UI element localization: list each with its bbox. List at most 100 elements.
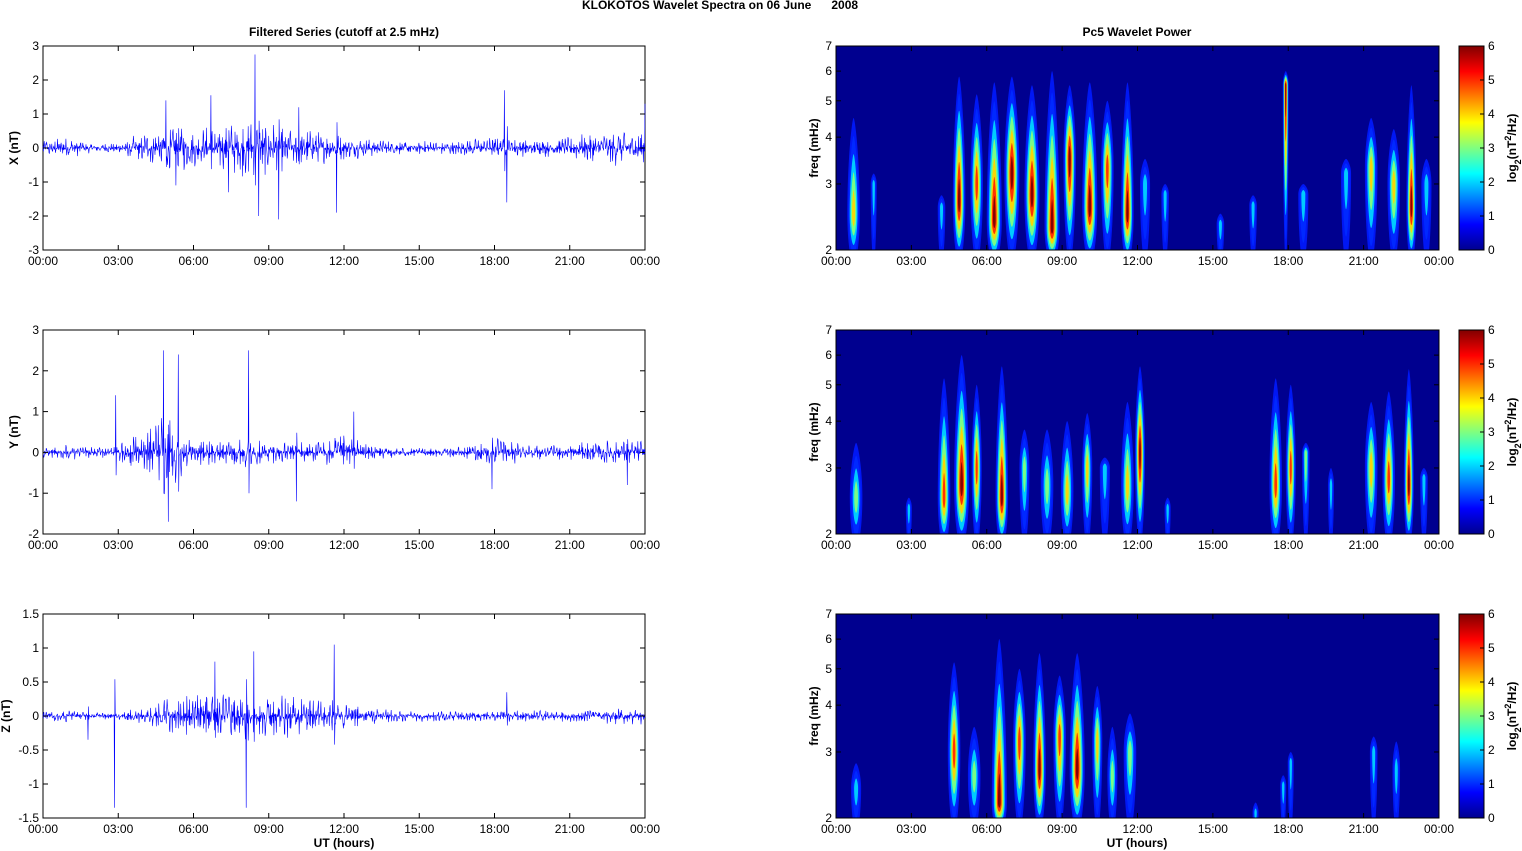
z-series-ylabel: Z (nT) bbox=[0, 699, 13, 732]
x-wavelet-ytick-label: 4 bbox=[825, 130, 832, 144]
y-wavelet-contour bbox=[1387, 461, 1391, 494]
z-wavelet-xlabel: UT (hours) bbox=[1107, 836, 1168, 850]
x-wavelet-xtick-label: 03:00 bbox=[896, 254, 926, 268]
x-wavelet-xtick-label: 09:00 bbox=[1047, 254, 1077, 268]
y-wavelet-contour bbox=[1422, 474, 1426, 506]
x-series-xtick-label: 09:00 bbox=[254, 254, 284, 268]
y-wavelet-contour bbox=[1274, 463, 1277, 499]
x-wavelet-colorbar-tick-label: 5 bbox=[1488, 73, 1495, 87]
y-wavelet-contour bbox=[1304, 449, 1307, 482]
x-series-ytick-label: -2 bbox=[28, 209, 39, 223]
x-wavelet-xtick-label: 18:00 bbox=[1273, 254, 1303, 268]
z-wavelet-colorbar-tick-label: 4 bbox=[1488, 675, 1495, 689]
y-series-ytick-label: -2 bbox=[28, 527, 39, 541]
x-series-ytick-label: -1 bbox=[28, 175, 39, 189]
y-wavelet-contour bbox=[1086, 454, 1089, 488]
left-column-title: Filtered Series (cutoff at 2.5 mHz) bbox=[249, 25, 439, 39]
x-wavelet-contour bbox=[992, 195, 996, 229]
y-wavelet-contour bbox=[960, 461, 963, 497]
x-wavelet-colorbar-tick-label: 1 bbox=[1488, 209, 1495, 223]
y-wavelet-contour bbox=[1125, 464, 1129, 501]
y-series-xtick-label: 00:00 bbox=[28, 538, 58, 552]
z-wavelet-contour bbox=[972, 760, 977, 793]
z-wavelet-ytick-label: 3 bbox=[825, 745, 832, 759]
x-wavelet-ticks: 00:00 03:00 06:00 09:00 12:00 15:00 18:00 21:00… bbox=[821, 39, 1454, 268]
x-series-xtick-label: 15:00 bbox=[404, 254, 434, 268]
y-wavelet-contour bbox=[1102, 463, 1107, 500]
x-wavelet-contour bbox=[1068, 145, 1071, 178]
z-wavelet-xtick-label: 21:00 bbox=[1349, 822, 1379, 836]
x-wavelet-contour bbox=[1424, 174, 1429, 216]
y-wavelet-power bbox=[849, 355, 1428, 534]
y-series-xtick-label: 09:00 bbox=[254, 538, 284, 552]
x-wavelet-contour bbox=[1143, 174, 1148, 216]
y-wavelet-ytick-label: 3 bbox=[825, 461, 832, 475]
z-wavelet-xtick-label: 03:00 bbox=[896, 822, 926, 836]
z-series-panel: Z (nT) 00:00 03:00 06:00 09:00 12:00 15:00 18:… bbox=[0, 607, 660, 850]
z-wavelet-contour bbox=[1372, 745, 1376, 784]
y-wavelet-xtick-label: 15:00 bbox=[1198, 538, 1228, 552]
x-wavelet-ytick-label: 5 bbox=[825, 94, 832, 108]
x-wavelet-colorbar-tick-label: 2 bbox=[1488, 175, 1495, 189]
z-series-ytick-label: 0.5 bbox=[22, 675, 39, 689]
y-colorbar-label: log2(nT2/Hz) bbox=[1503, 398, 1522, 467]
y-wavelet-ylabel: freq (mHz) bbox=[807, 402, 821, 461]
y-wavelet-colorbar-tick-label: 0 bbox=[1488, 527, 1495, 541]
z-wavelet-contour bbox=[1282, 781, 1285, 804]
x-wavelet-xtick-label: 00:00 bbox=[1424, 254, 1454, 268]
x-wavelet-contour bbox=[1126, 190, 1129, 223]
y-series-xtick-label: 00:00 bbox=[630, 538, 660, 552]
x-wavelet-contour bbox=[1344, 167, 1349, 210]
z-series-xtick-label: 06:00 bbox=[178, 822, 208, 836]
z-wavelet-contour bbox=[1110, 760, 1114, 793]
y-wavelet-xtick-label: 06:00 bbox=[972, 538, 1002, 552]
y-series-xtick-label: 15:00 bbox=[404, 538, 434, 552]
x-wavelet-background bbox=[836, 46, 1439, 250]
y-series-xtick-label: 06:00 bbox=[178, 538, 208, 552]
x-wavelet-xtick-label: 15:00 bbox=[1198, 254, 1228, 268]
x-wavelet-contour bbox=[1285, 82, 1287, 118]
y-wavelet-xtick-label: 03:00 bbox=[896, 538, 926, 552]
x-series-ytick-label: 3 bbox=[32, 39, 39, 53]
x-wavelet-contour bbox=[1050, 199, 1054, 234]
y-wavelet-xtick-label: 00:00 bbox=[821, 538, 851, 552]
z-wavelet-xtick-label: 06:00 bbox=[972, 822, 1002, 836]
z-wavelet-contour bbox=[1096, 727, 1099, 764]
z-wavelet-ytick-label: 4 bbox=[825, 698, 832, 712]
z-wavelet-panel: freq (mHz) 00:00 03:00 06:00 09:00 12:00 15:0… bbox=[807, 607, 1522, 850]
x-wavelet-panel: freq (mHz) 00:00 03:00 06:00 09:00 12:00 15:0… bbox=[807, 39, 1522, 268]
y-wavelet-contour bbox=[1000, 474, 1003, 507]
x-wavelet-ytick-label: 2 bbox=[825, 243, 832, 257]
x-series-ytick-label: 2 bbox=[32, 73, 39, 87]
x-wavelet-contour bbox=[1106, 154, 1109, 189]
y-wavelet-panel: freq (mHz) 00:00 03:00 06:00 09:00 12:00 15:0… bbox=[807, 323, 1522, 552]
z-series-xtick-label: 03:00 bbox=[103, 822, 133, 836]
y-wavelet-contour bbox=[1407, 464, 1410, 497]
z-wavelet-ytick-label: 5 bbox=[825, 662, 832, 676]
y-series-xtick-label: 21:00 bbox=[555, 538, 585, 552]
x-wavelet-contour bbox=[1010, 156, 1014, 190]
z-wavelet-ticks: 00:00 03:00 06:00 09:00 12:00 15:00 18:00 21:00… bbox=[821, 607, 1454, 836]
z-wavelet-background bbox=[836, 614, 1439, 818]
x-wavelet-contour bbox=[1163, 190, 1167, 222]
x-wavelet-ytick-label: 7 bbox=[825, 39, 832, 53]
x-wavelet-ytick-label: 3 bbox=[825, 177, 832, 191]
y-wavelet-ytick-label: 2 bbox=[825, 527, 832, 541]
z-series-xtick-label: 00:00 bbox=[28, 822, 58, 836]
z-wavelet-contour bbox=[1075, 748, 1079, 781]
y-series-ylabel: Y (nT) bbox=[7, 415, 21, 449]
y-wavelet-xtick-label: 18:00 bbox=[1273, 538, 1303, 552]
x-wavelet-xtick-label: 21:00 bbox=[1349, 254, 1379, 268]
z-series-xtick-label: 15:00 bbox=[404, 822, 434, 836]
y-series-xtick-label: 03:00 bbox=[103, 538, 133, 552]
y-colorbar bbox=[1458, 329, 1485, 535]
x-wavelet-contour bbox=[975, 165, 978, 201]
z-wavelet-ytick-label: 7 bbox=[825, 607, 832, 621]
z-wavelet-colorbar-tick-label: 5 bbox=[1488, 641, 1495, 655]
y-series-ytick-label: 0 bbox=[32, 445, 39, 459]
y-wavelet-ytick-label: 5 bbox=[825, 378, 832, 392]
x-wavelet-xtick-label: 12:00 bbox=[1122, 254, 1152, 268]
z-wavelet-xtick-label: 12:00 bbox=[1122, 822, 1152, 836]
y-wavelet-contour bbox=[1289, 450, 1292, 485]
x-wavelet-contour bbox=[1030, 175, 1034, 208]
